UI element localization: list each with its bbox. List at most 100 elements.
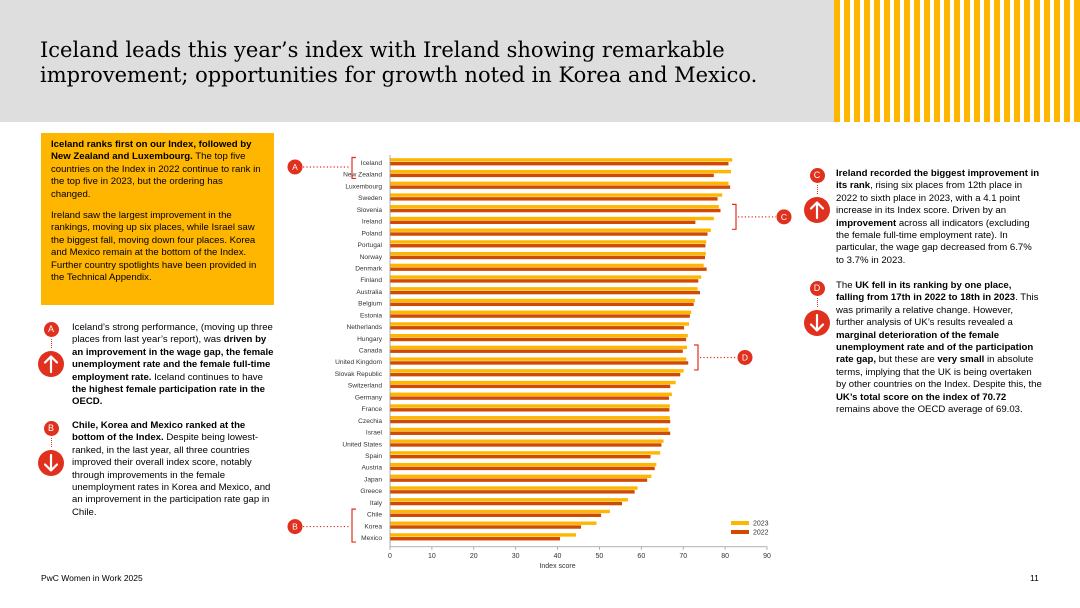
bar-2023-united-kingdom bbox=[390, 357, 687, 361]
category-label: Japan bbox=[364, 476, 382, 483]
callout-a-b2: the highest female participation rate in… bbox=[72, 384, 265, 408]
category-label: Switzerland bbox=[348, 383, 382, 390]
category-label: Iceland bbox=[361, 160, 383, 167]
category-label: Chile bbox=[367, 512, 382, 519]
category-label: United Kingdom bbox=[335, 359, 382, 366]
bar-2022-switzerland bbox=[390, 384, 671, 389]
bracket-c bbox=[732, 203, 737, 230]
category-label: Korea bbox=[364, 523, 382, 530]
callout-c-b1: Ireland recorded the biggest improvement… bbox=[836, 168, 1040, 192]
callout-c-icon-group: C bbox=[802, 168, 832, 224]
category-label: Sweden bbox=[358, 195, 382, 202]
x-tick-label: 70 bbox=[679, 553, 687, 560]
callout-d-b3: very small bbox=[937, 354, 985, 366]
marker-b-circle bbox=[287, 519, 303, 535]
marker-b-letter: B bbox=[292, 522, 298, 532]
callout-b-text: Chile, Korea and Mexico ranked at the bo… bbox=[72, 420, 276, 519]
category-label: Luxembourg bbox=[345, 183, 382, 190]
bar-2023-slovak-republic bbox=[390, 369, 684, 373]
bar-2023-switzerland bbox=[390, 380, 676, 385]
category-label: Netherlands bbox=[346, 324, 382, 331]
legend-swatch-2023 bbox=[731, 521, 749, 525]
bracket-a bbox=[351, 156, 356, 180]
category-label: Israel bbox=[366, 430, 383, 437]
bar-2023-hungary bbox=[390, 334, 688, 338]
callout-a-badge: A bbox=[43, 322, 59, 337]
bar-2022-netherlands bbox=[390, 326, 685, 330]
bar-2023-belgium bbox=[390, 298, 695, 303]
category-label: Slovenia bbox=[357, 207, 383, 214]
callout-b-t1: Despite being lowest-ranked, in the last… bbox=[72, 432, 271, 518]
bar-2022-denmark bbox=[390, 267, 707, 271]
category-label: Greece bbox=[360, 488, 382, 495]
callout-d-t4: in absolute terms, implying that the UK … bbox=[836, 354, 1042, 391]
bar-2023-france bbox=[390, 404, 670, 408]
bar-2022-mexico bbox=[390, 537, 561, 541]
callout-a-b1: driven by an improvement in the wage gap… bbox=[72, 334, 274, 383]
callout-b-badge: B bbox=[43, 421, 59, 436]
bar-2022-slovak-republic bbox=[390, 372, 681, 377]
bar-2022-united-kingdom bbox=[390, 361, 689, 365]
arrow-up-icon bbox=[804, 197, 830, 223]
arrow-down-icon bbox=[38, 450, 64, 476]
page-number: 11 bbox=[1030, 573, 1039, 583]
bar-2023-canada bbox=[390, 345, 687, 350]
bracket-b bbox=[351, 508, 356, 543]
callout-c-text: Ireland recorded the biggest improvement… bbox=[836, 168, 1042, 267]
category-label: Hungary bbox=[357, 336, 383, 343]
bar-2023-czechia bbox=[390, 416, 670, 420]
bar-2023-netherlands bbox=[390, 322, 690, 326]
x-tick-label: 30 bbox=[512, 553, 520, 560]
x-tick-label: 80 bbox=[721, 553, 729, 560]
bar-2022-chile bbox=[390, 513, 602, 517]
bar-2023-luxembourg bbox=[390, 181, 729, 186]
callout-d-b1: UK fell in its ranking by one place, fal… bbox=[836, 280, 1016, 304]
marker-c-letter: C bbox=[781, 212, 787, 222]
category-label: Australia bbox=[356, 289, 382, 296]
bar-2023-new-zealand bbox=[390, 169, 731, 174]
category-label: Estonia bbox=[360, 312, 382, 319]
callout-d-b2: marginal deterioration of the female une… bbox=[836, 329, 1034, 366]
callout-c-badge: C bbox=[809, 168, 825, 183]
legend-label-2022: 2022 bbox=[753, 530, 769, 537]
marker-c-circle bbox=[776, 209, 792, 225]
summary-paragraph-2: Ireland saw the largest improvement in t… bbox=[51, 210, 257, 284]
bar-2023-italy bbox=[390, 498, 628, 502]
bar-2022-australia bbox=[390, 290, 700, 295]
bar-2023-japan bbox=[390, 474, 652, 479]
callout-c-b2: improvement bbox=[836, 217, 897, 229]
summary-bold: Iceland ranks first on our Index, follow… bbox=[51, 139, 252, 163]
bar-2022-norway bbox=[390, 255, 706, 260]
bar-2022-hungary bbox=[390, 337, 687, 342]
bar-2023-korea bbox=[390, 521, 597, 525]
bar-2022-belgium bbox=[390, 302, 694, 307]
x-tick-label: 60 bbox=[637, 553, 645, 560]
bar-2023-sweden bbox=[390, 193, 723, 197]
bar-2022-sweden bbox=[390, 197, 718, 201]
bar-2022-poland bbox=[390, 232, 708, 236]
category-label: Canada bbox=[359, 348, 382, 355]
arrow-down-icon bbox=[804, 310, 830, 336]
bracket-d bbox=[694, 344, 699, 371]
bar-2023-slovenia bbox=[390, 205, 719, 209]
callout-b-b1: Chile, Korea and Mexico ranked at the bo… bbox=[72, 420, 246, 444]
bar-2022-united-states bbox=[390, 443, 662, 447]
callout-a-icon-group: A bbox=[36, 322, 66, 378]
bar-2023-australia bbox=[390, 287, 698, 291]
category-label: Mexico bbox=[361, 535, 382, 542]
bar-2022-japan bbox=[390, 478, 648, 482]
page-title: Iceland leads this year’s index with Ire… bbox=[40, 38, 758, 87]
x-tick-label: 90 bbox=[763, 553, 771, 560]
category-label: Finland bbox=[360, 277, 382, 284]
bar-2022-slovenia bbox=[390, 208, 721, 213]
x-tick-label: 50 bbox=[596, 553, 604, 560]
bar-2023-israel bbox=[390, 427, 669, 432]
bar-2022-spain bbox=[390, 455, 651, 459]
callout-d-t2: . This was primarily a relative change. … bbox=[836, 292, 1039, 329]
bar-2022-israel bbox=[390, 431, 671, 435]
bar-2022-luxembourg bbox=[390, 185, 731, 189]
bar-2023-greece bbox=[390, 486, 638, 490]
bar-2022-austria bbox=[390, 466, 655, 471]
category-label: United States bbox=[342, 441, 382, 448]
